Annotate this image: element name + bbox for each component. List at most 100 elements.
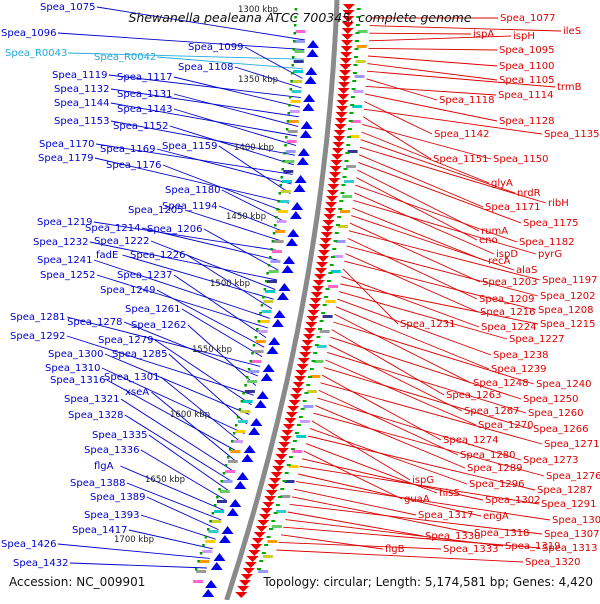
left-gene-label: Spea_1249 xyxy=(100,285,155,296)
ruler-tick xyxy=(216,496,219,499)
right-label-line xyxy=(369,25,562,32)
left-feature-arrow xyxy=(278,283,291,291)
right-feature-arrow xyxy=(335,112,348,118)
left-gene-label: Spea_1301 xyxy=(104,372,159,383)
ruler-tick xyxy=(194,568,198,571)
right-label-line xyxy=(326,351,527,414)
left-feature-arrow xyxy=(307,40,320,48)
cog-band-left xyxy=(240,410,251,413)
left-feature-arrow xyxy=(213,553,226,561)
right-feature-arrow xyxy=(336,100,349,106)
ruler-tick xyxy=(292,48,295,51)
right-label-line xyxy=(341,275,480,328)
left-label-line xyxy=(173,274,267,338)
left-gene-label: xseA xyxy=(125,387,149,398)
right-label-line xyxy=(334,313,472,384)
left-feature-arrow xyxy=(302,103,315,111)
right-tick xyxy=(334,232,339,234)
right-gene-labels: Spea_1077 ileS ispA ispH Spea_1095 Spea_1100 S… xyxy=(385,13,600,568)
right-gene-label: Spea_1271 xyxy=(544,439,599,450)
right-feature-arrow xyxy=(302,334,315,340)
right-feature-arrow xyxy=(304,328,317,334)
right-gene-label: Spea_1330 xyxy=(425,531,480,542)
right-label-line xyxy=(357,169,480,232)
genome-backbone xyxy=(224,0,340,601)
cog-band-right xyxy=(342,195,353,198)
left-label-line xyxy=(128,529,213,550)
cog-band-right xyxy=(328,285,339,288)
right-feature-arrow xyxy=(341,40,354,46)
right-tick xyxy=(300,408,305,410)
ruler-tick xyxy=(220,480,223,483)
ruler-tick xyxy=(222,472,226,475)
right-gene-label: Spea_1215 xyxy=(540,319,595,330)
right-tick xyxy=(319,320,324,322)
right-gene-label: Spea_1248 xyxy=(473,378,528,389)
right-tick xyxy=(352,80,357,82)
right-tick xyxy=(302,400,307,402)
ruler-tick xyxy=(289,88,293,91)
right-feature-arrow xyxy=(267,484,280,490)
left-gene-label: Spea_1300 xyxy=(48,349,103,360)
ruler-tick xyxy=(230,440,234,443)
left-feature-arrow xyxy=(271,319,284,327)
left-feature-arrow xyxy=(241,454,254,462)
right-label-line xyxy=(366,78,438,101)
cog-band-right xyxy=(355,60,366,63)
right-gene-label: ribH xyxy=(548,198,569,209)
right-tick xyxy=(340,192,345,194)
right-gene-label: Spea_1209 xyxy=(479,294,534,305)
ruler-tick xyxy=(224,464,228,467)
left-label-line xyxy=(150,240,276,291)
left-gene-label: Spea_1152 xyxy=(113,121,168,132)
cog-band-left xyxy=(219,490,230,493)
right-tick xyxy=(311,360,316,362)
cog-band-left xyxy=(257,330,268,333)
left-label-line xyxy=(120,398,235,473)
left-feature-arrow xyxy=(283,256,296,264)
ruler-tick xyxy=(251,352,254,355)
right-tick xyxy=(344,160,349,162)
genome-summary-text: Topology: circular; Length: 5,174,581 bp… xyxy=(262,575,593,589)
right-tick xyxy=(273,512,278,514)
right-gene-label: Spea_1317 xyxy=(418,510,473,521)
cog-band-right xyxy=(267,540,278,543)
cog-band-right xyxy=(313,360,324,363)
ruler-tick xyxy=(288,104,291,107)
left-gene-label: Spea_1169 xyxy=(100,144,155,155)
left-gene-label: flgA xyxy=(94,461,114,472)
right-gene-label: Spea_1227 xyxy=(509,334,564,345)
right-gene-label: flgB xyxy=(385,544,405,555)
right-feature-arrow xyxy=(300,346,313,352)
right-feature-arrow xyxy=(325,202,338,208)
right-gene-label: Spea_1266 xyxy=(533,424,588,435)
right-feature-arrow xyxy=(240,574,253,580)
left-label-line xyxy=(110,120,296,156)
left-gene-label: Spea_1170 xyxy=(39,139,94,150)
cog-band-left xyxy=(286,140,297,143)
cog-band-left xyxy=(285,150,296,153)
right-gene-label: Spea_1260 xyxy=(528,408,583,419)
right-gene-label: Spea_1151 xyxy=(433,154,488,165)
left-feature-arrow xyxy=(243,445,256,453)
cog-band-left xyxy=(227,460,238,463)
right-tick xyxy=(282,480,287,482)
left-gene-label: Spea_1285 xyxy=(112,349,167,360)
right-feature-arrow xyxy=(321,226,334,232)
right-feature-arrow xyxy=(330,160,343,166)
cog-band-right xyxy=(284,480,295,483)
right-label-line xyxy=(347,237,478,300)
right-gene-label: Spea_1263 xyxy=(446,390,501,401)
left-gene-label: Spea_1262 xyxy=(131,320,186,331)
cog-band-left xyxy=(247,380,258,383)
left-label-line xyxy=(173,108,297,147)
right-tick xyxy=(322,304,327,306)
right-label-line xyxy=(300,465,540,505)
right-feature-arrow xyxy=(323,214,336,220)
right-gene-label: hisS xyxy=(439,488,460,499)
right-feature-arrow xyxy=(339,70,352,76)
cog-band-right xyxy=(349,135,360,138)
right-tick xyxy=(294,432,299,434)
right-feature-arrow xyxy=(291,388,304,394)
ruler-tick xyxy=(247,368,251,371)
